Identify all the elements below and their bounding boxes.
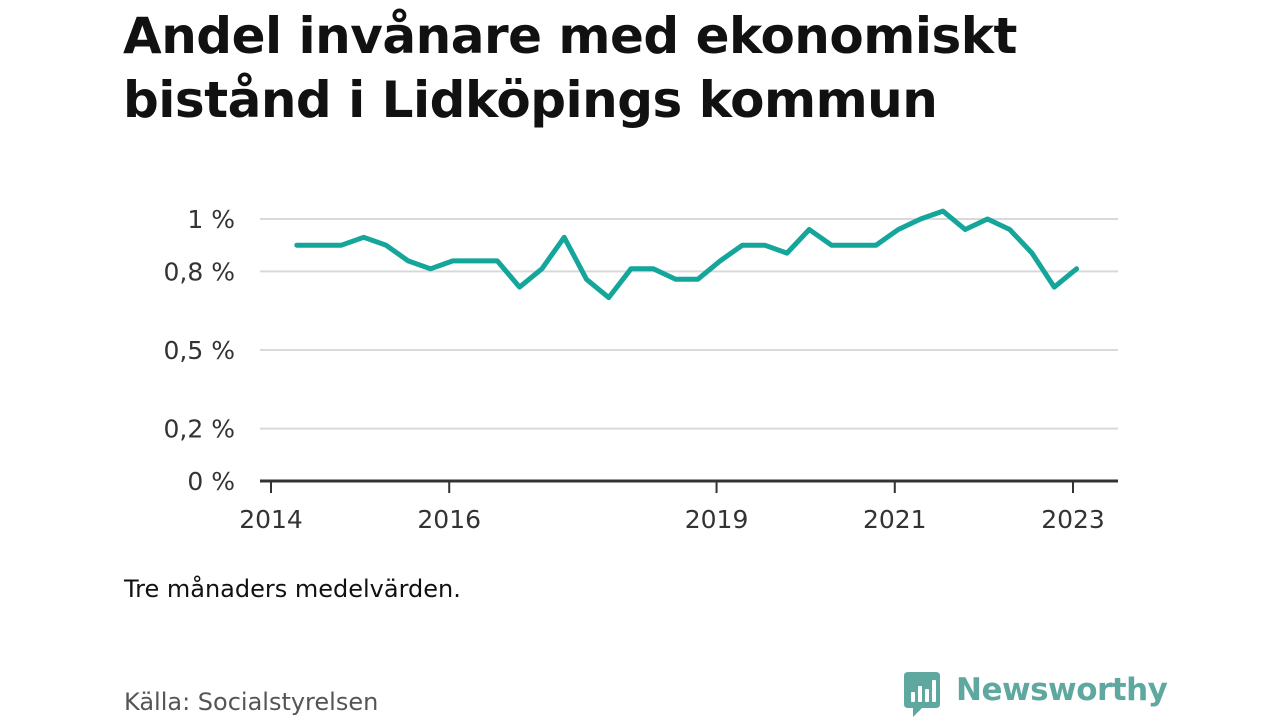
chart-title: Andel invånare med ekonomiskt bistånd i … <box>123 7 1017 129</box>
x-tick-label: 2014 <box>239 505 303 534</box>
y-tick-label: 0,5 % <box>164 336 235 365</box>
y-tick-label: 0,2 % <box>164 415 235 444</box>
gridlines <box>260 218 1118 430</box>
x-tick-label: 2019 <box>685 505 749 534</box>
x-tick-label: 2016 <box>417 505 481 534</box>
x-tick-label: 2023 <box>1041 505 1105 534</box>
series-layer <box>294 208 1080 301</box>
source-credit: Källa: Socialstyrelsen <box>124 688 379 716</box>
y-tick-label: 0 % <box>187 467 235 496</box>
y-tick-label: 0,8 % <box>164 257 235 286</box>
y-axis-labels: 0 % 0,2 % 0,5 % 0,8 % 1 % <box>164 205 235 496</box>
newsworthy-bar-chart-speech-bubble-icon <box>904 672 940 717</box>
chart-note: Tre månaders medelvärden. <box>124 575 461 603</box>
y-tick-label: 1 % <box>187 205 235 234</box>
brand-name: Newsworthy <box>956 672 1168 708</box>
brand-logo: Newsworthy <box>902 668 1168 720</box>
x-tick-label: 2021 <box>863 505 927 534</box>
series-line <box>294 208 1080 301</box>
x-axis: 2014 2016 2019 2021 2023 <box>239 479 1118 534</box>
